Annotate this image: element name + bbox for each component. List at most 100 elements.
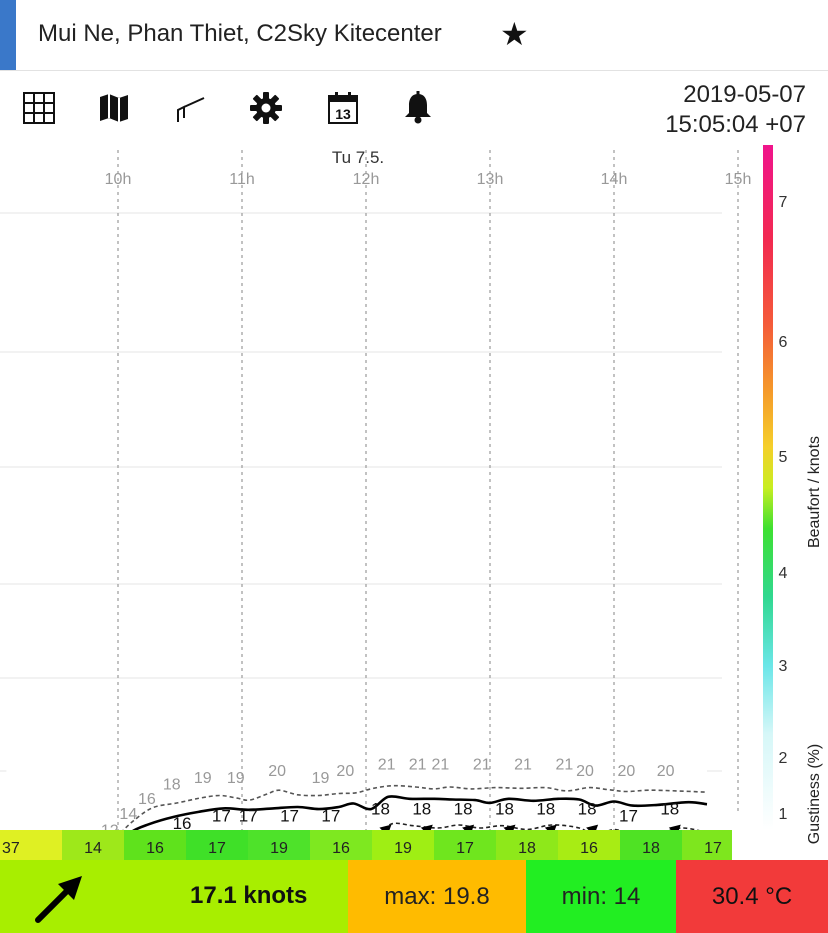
gustiness-cell [248, 830, 310, 860]
gustiness-value: 19 [394, 840, 412, 857]
gustiness-value: 18 [642, 840, 660, 857]
max-wind-cell: max: 19.8 [348, 860, 526, 933]
beaufort-tick: 1 [779, 806, 788, 823]
station-title: Mui Ne, Phan Thiet, C2Sky Kitecenter [38, 20, 442, 47]
gust-label: 21 [556, 757, 574, 774]
beaufort-tick: 2 [779, 750, 788, 767]
calendar-day: 13 [335, 106, 351, 122]
beaufort-tick: 3 [779, 658, 788, 675]
gustiness-cell [62, 830, 124, 860]
average-label: 17 [321, 807, 340, 826]
map-icon[interactable] [96, 90, 132, 126]
average-label: 18 [660, 800, 679, 819]
gustiness-cell [496, 830, 558, 860]
h-gridlines [0, 212, 722, 772]
toolbar: 13 2019-05-07 15:05:04 +07 [0, 72, 828, 144]
average-label: 17 [239, 807, 258, 826]
gustiness-cell [620, 830, 682, 860]
gustiness-value: 17 [704, 840, 722, 857]
average-label: 17 [280, 807, 299, 826]
gustiness-value: 17 [208, 840, 226, 857]
gustiness-value: 16 [580, 840, 598, 857]
station-header: Mui Ne, Phan Thiet, C2Sky Kitecenter ★ [0, 0, 828, 71]
wind-chart: 1111121416181919201920212121212121202020… [0, 145, 823, 860]
gustiness-value: 16 [146, 840, 164, 857]
accent-bar [0, 0, 16, 70]
average-label: 18 [412, 800, 431, 819]
gustiness-strip: 37 14 16 17 19 16 19 17 18 16 18 17 [0, 830, 732, 860]
beaufort-ticks: 1 2 3 4 5 6 7 [779, 194, 788, 823]
day-label: Tu 7.5. [332, 148, 384, 167]
beaufort-tick: 7 [779, 194, 788, 211]
average-label: 16 [173, 814, 192, 833]
table-grid-icon[interactable] [21, 90, 57, 126]
gustiness-cell [558, 830, 620, 860]
average-label: 18 [454, 800, 473, 819]
star-icon[interactable]: ★ [500, 16, 529, 52]
x-tick-label: 12h [353, 171, 380, 188]
gust-label: 21 [514, 757, 532, 774]
x-tick-label: 15h [725, 171, 752, 188]
x-tick-label: 14h [601, 171, 628, 188]
gust-label: 16 [138, 791, 156, 808]
average-label: 17 [212, 807, 231, 826]
gust-label: 20 [336, 763, 354, 780]
gustiness-value: 18 [518, 840, 536, 857]
gustiness-cell [124, 830, 186, 860]
average-label: 18 [578, 800, 597, 819]
current-wind-cell: 17.1 knots [0, 860, 348, 933]
gustiness-value: 19 [270, 840, 288, 857]
time-label: 15:05:04 +07 [665, 111, 806, 138]
calendar-icon[interactable]: 13 [325, 90, 361, 126]
gust-label: 19 [312, 770, 330, 787]
gustiness-axis-label: Gustiness (%) [806, 744, 823, 844]
gustiness-value: 37 [2, 840, 20, 857]
current-conditions: 17.1 knots max: 19.8 min: 14 30.4 °C [0, 860, 828, 933]
gustiness-cell [434, 830, 496, 860]
x-tick-label: 13h [477, 171, 504, 188]
average-label: 18 [536, 800, 555, 819]
wind-speed-value: 17.1 knots [190, 882, 308, 909]
gear-icon[interactable] [248, 90, 284, 126]
beaufort-tick: 5 [779, 449, 788, 466]
gust-label: 20 [618, 763, 636, 780]
temperature-cell: 30.4 °C [676, 860, 828, 933]
beaufort-axis-label: Beaufort / knots [806, 436, 823, 548]
wind-range-area [6, 722, 707, 860]
date-label: 2019-05-07 [683, 81, 806, 108]
gustiness-value: 16 [332, 840, 350, 857]
gustiness-cell [0, 830, 62, 860]
average-label: 18 [495, 800, 514, 819]
beaufort-tick: 4 [779, 565, 788, 582]
wind-direction-arrow-icon [35, 876, 82, 923]
average-label: 18 [371, 800, 390, 819]
gustiness-value: 17 [456, 840, 474, 857]
gust-label: 20 [268, 763, 286, 780]
gustiness-cell [372, 830, 434, 860]
date-time: 2019-05-07 15:05:04 +07 [665, 80, 806, 140]
gustiness-cell [186, 830, 248, 860]
gust-label: 21 [409, 757, 427, 774]
gust-label: 21 [473, 757, 491, 774]
beaufort-tick: 6 [779, 334, 788, 351]
gustiness-value: 14 [84, 840, 102, 857]
gust-label: 20 [576, 763, 594, 780]
gust-label: 19 [194, 770, 212, 787]
x-tick-label: 11h [229, 171, 255, 188]
x-axis-ticks: 10h 11h 12h 13h 14h 15h [105, 171, 752, 188]
v-gridlines [117, 150, 739, 830]
gust-label: 18 [163, 777, 181, 794]
gust-label: 20 [657, 763, 675, 780]
gust-label: 21 [378, 757, 396, 774]
gust-label: 21 [432, 757, 450, 774]
gust-label: 14 [119, 806, 137, 823]
average-label: 17 [619, 807, 638, 826]
x-tick-label: 10h [105, 171, 132, 188]
min-wind-cell: min: 14 [526, 860, 676, 933]
graph-icon[interactable] [172, 90, 208, 126]
beaufort-scale-bar [763, 145, 773, 830]
gustiness-cell [682, 830, 732, 860]
bell-icon[interactable] [400, 90, 436, 126]
gustiness-cell [310, 830, 372, 860]
gust-label: 19 [227, 770, 245, 787]
